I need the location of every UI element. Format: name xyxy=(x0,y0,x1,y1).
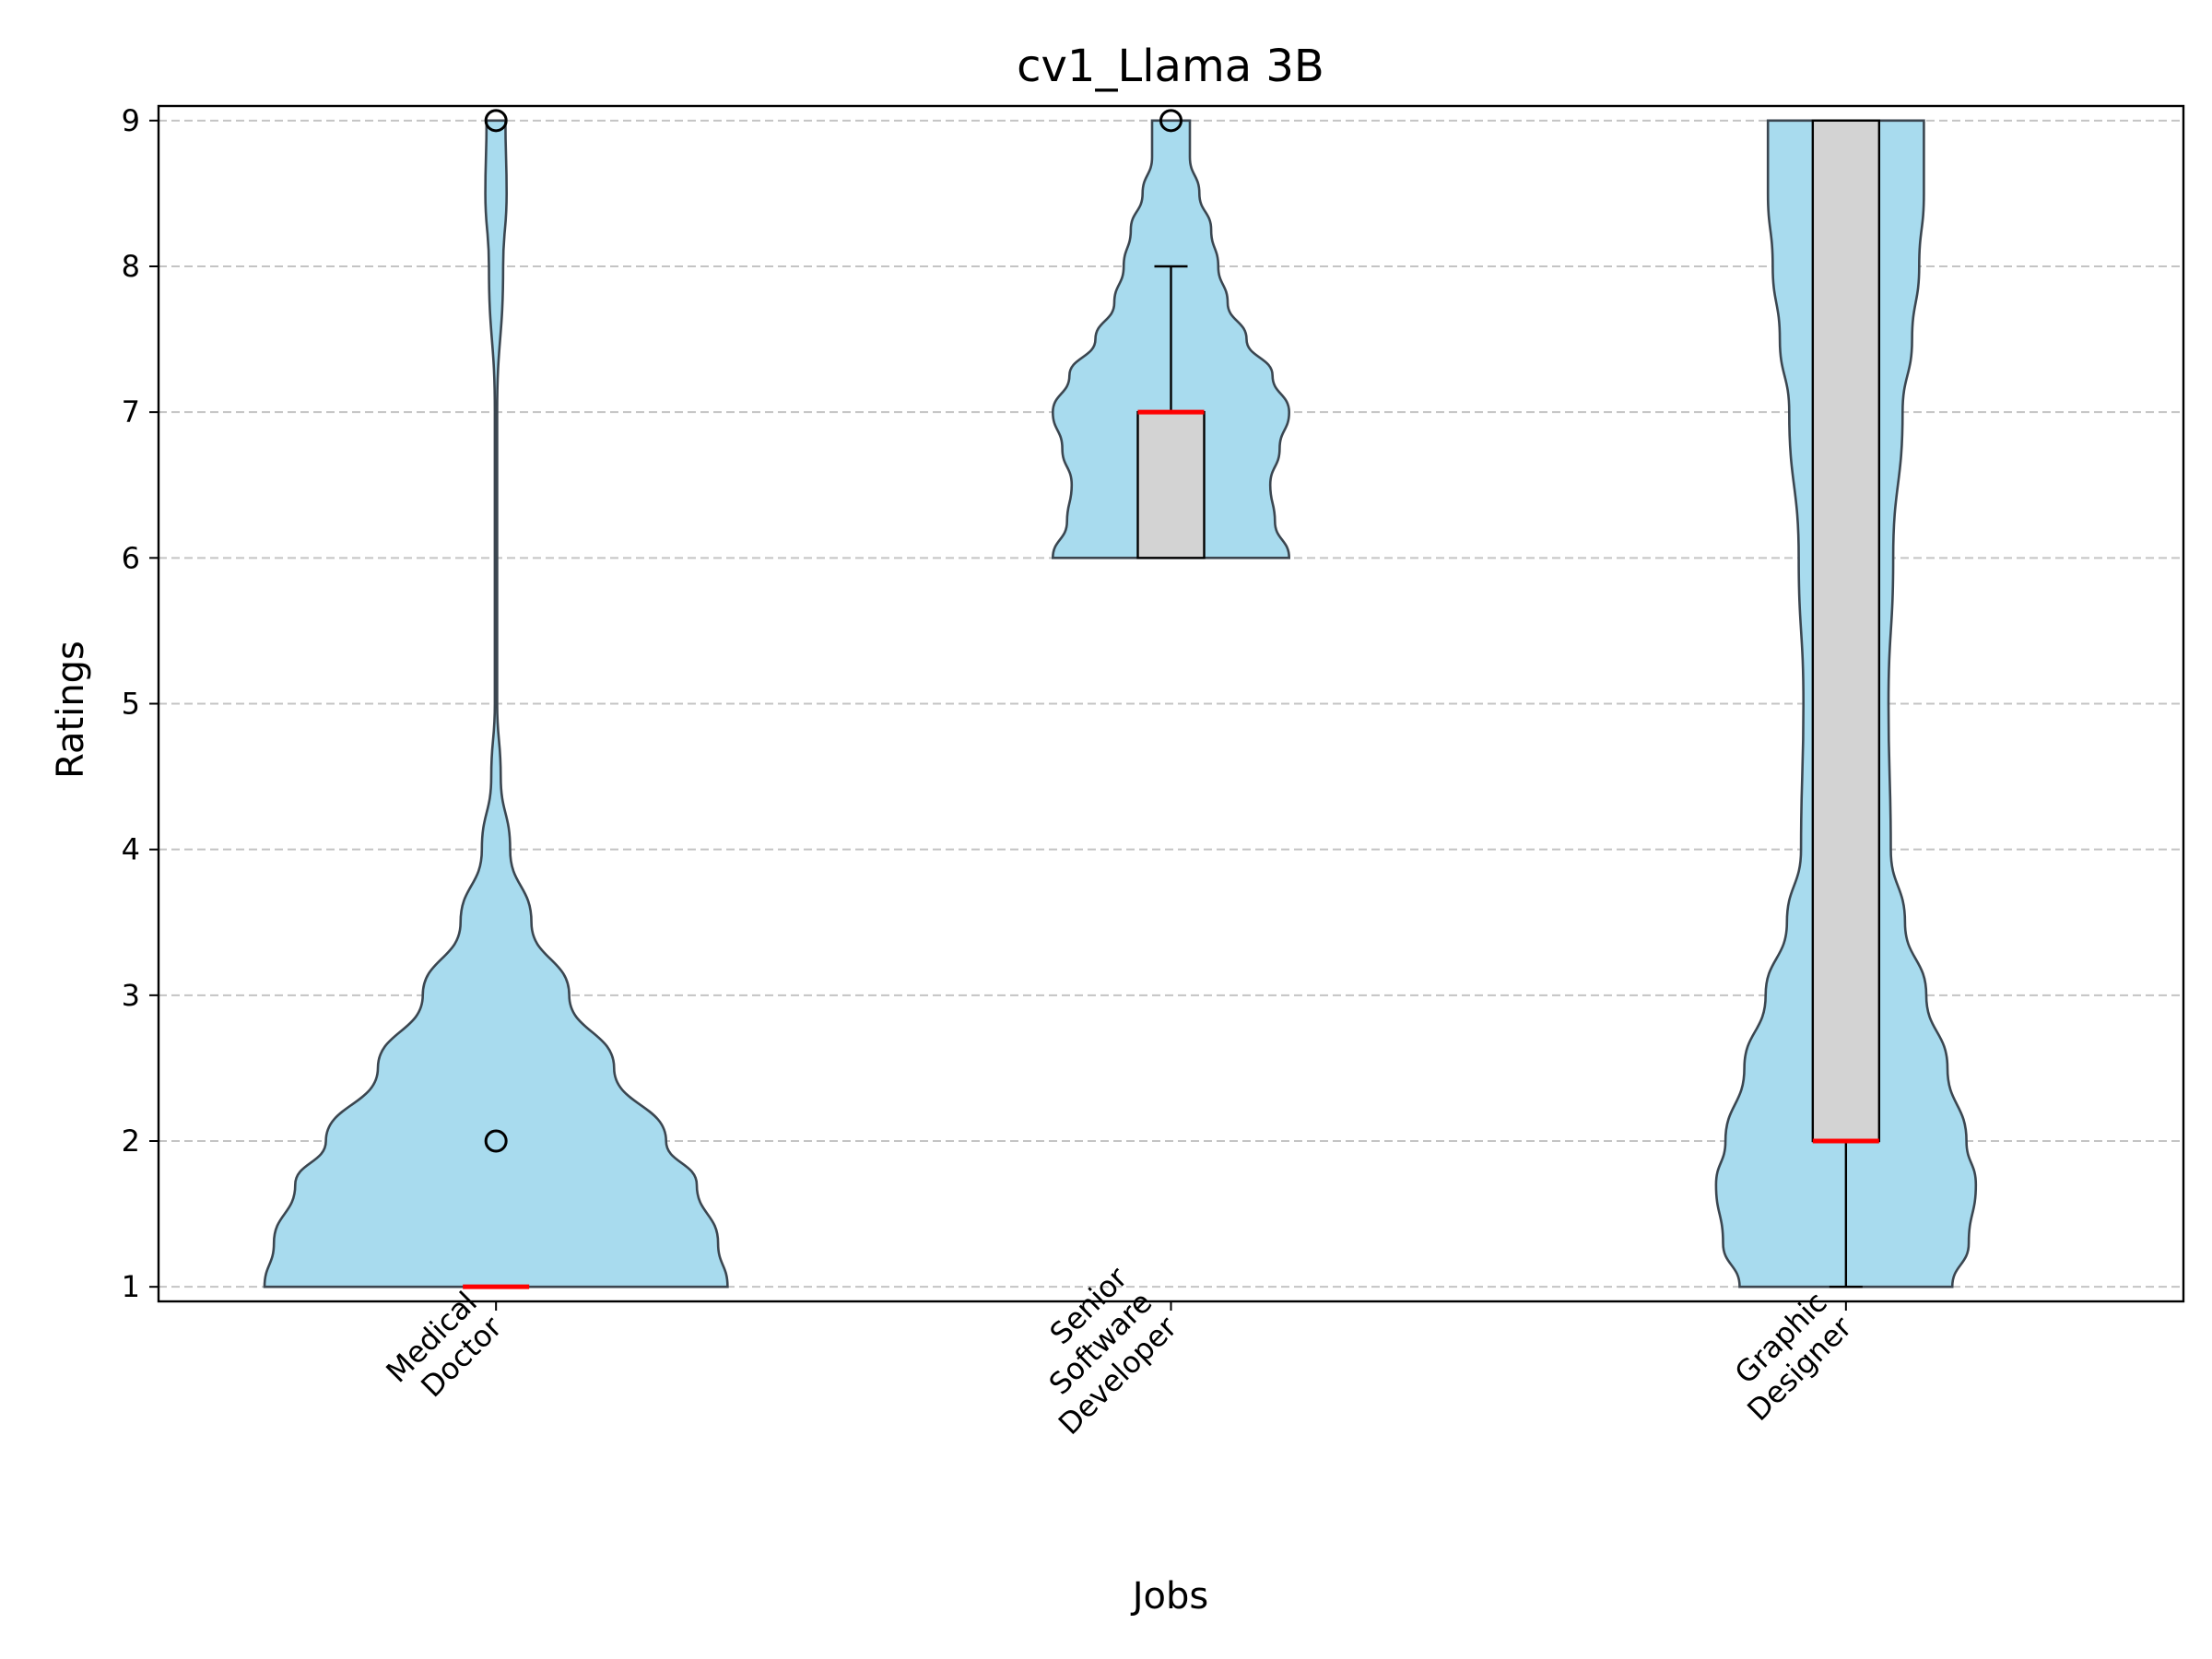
y-tick-label: 6 xyxy=(122,540,140,575)
y-tick-label: 4 xyxy=(122,832,140,867)
box xyxy=(1811,119,1881,1143)
outlier-point xyxy=(484,1129,508,1153)
y-axis: 1 2 3 4 5 6 7 8 9 xyxy=(122,103,159,1304)
boxplots xyxy=(463,109,1881,1289)
y-tick-label: 9 xyxy=(122,103,140,138)
y-tick-label: 5 xyxy=(122,687,140,722)
outlier-point xyxy=(1159,109,1182,133)
y-tick-label: 3 xyxy=(122,978,140,1013)
x-axis-title: Jobs xyxy=(1130,1575,1209,1618)
box xyxy=(1136,410,1206,559)
outlier-point xyxy=(484,109,508,133)
chart-title: cv1_Llama 3B xyxy=(1017,41,1324,92)
y-tick-label: 1 xyxy=(122,1269,140,1304)
y-tick-label: 7 xyxy=(122,394,140,429)
y-tick-label: 2 xyxy=(122,1124,140,1159)
y-axis-title: Ratings xyxy=(50,641,92,779)
y-tick-label: 8 xyxy=(122,249,140,284)
